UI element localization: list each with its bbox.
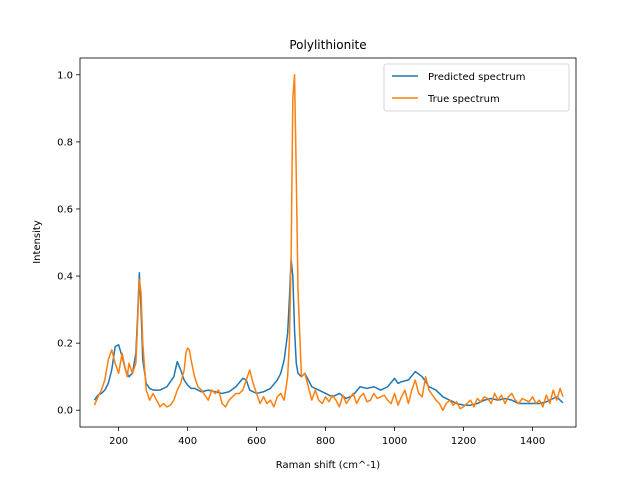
legend-label-true: True spectrum — [427, 94, 500, 105]
y-tick-label: 0.2 — [57, 339, 73, 350]
series-line-true — [93, 74, 564, 411]
y-axis-title: Intensity — [32, 220, 43, 264]
x-tick-label: 1000 — [382, 436, 407, 447]
axes-frame — [79, 57, 577, 428]
legend: Predicted spectrum True spectrum — [383, 63, 570, 112]
y-tick-label: 0.0 — [57, 406, 73, 417]
x-axis-title: Raman shift (cm^-1) — [276, 460, 381, 471]
y-axis-ticks: 0.0 0.2 0.4 0.6 0.8 1.0 — [57, 70, 80, 417]
legend-box — [383, 63, 570, 112]
x-tick-label: 1200 — [451, 436, 476, 447]
legend-label-predicted: Predicted spectrum — [428, 72, 525, 83]
x-tick-label: 800 — [316, 436, 335, 447]
x-tick-label: 1400 — [520, 436, 545, 447]
x-tick-label: 400 — [178, 436, 197, 447]
x-tick-label: 200 — [109, 436, 128, 447]
y-tick-label: 0.6 — [57, 204, 73, 215]
y-tick-label: 0.8 — [57, 137, 73, 148]
x-axis-ticks: 200 400 600 800 1000 1200 1400 — [109, 427, 545, 447]
y-tick-label: 1.0 — [57, 70, 73, 81]
y-tick-label: 0.4 — [57, 272, 73, 283]
x-tick-label: 600 — [247, 436, 266, 447]
plot-area — [93, 74, 564, 411]
chart-title: Polylithionite — [289, 38, 366, 52]
